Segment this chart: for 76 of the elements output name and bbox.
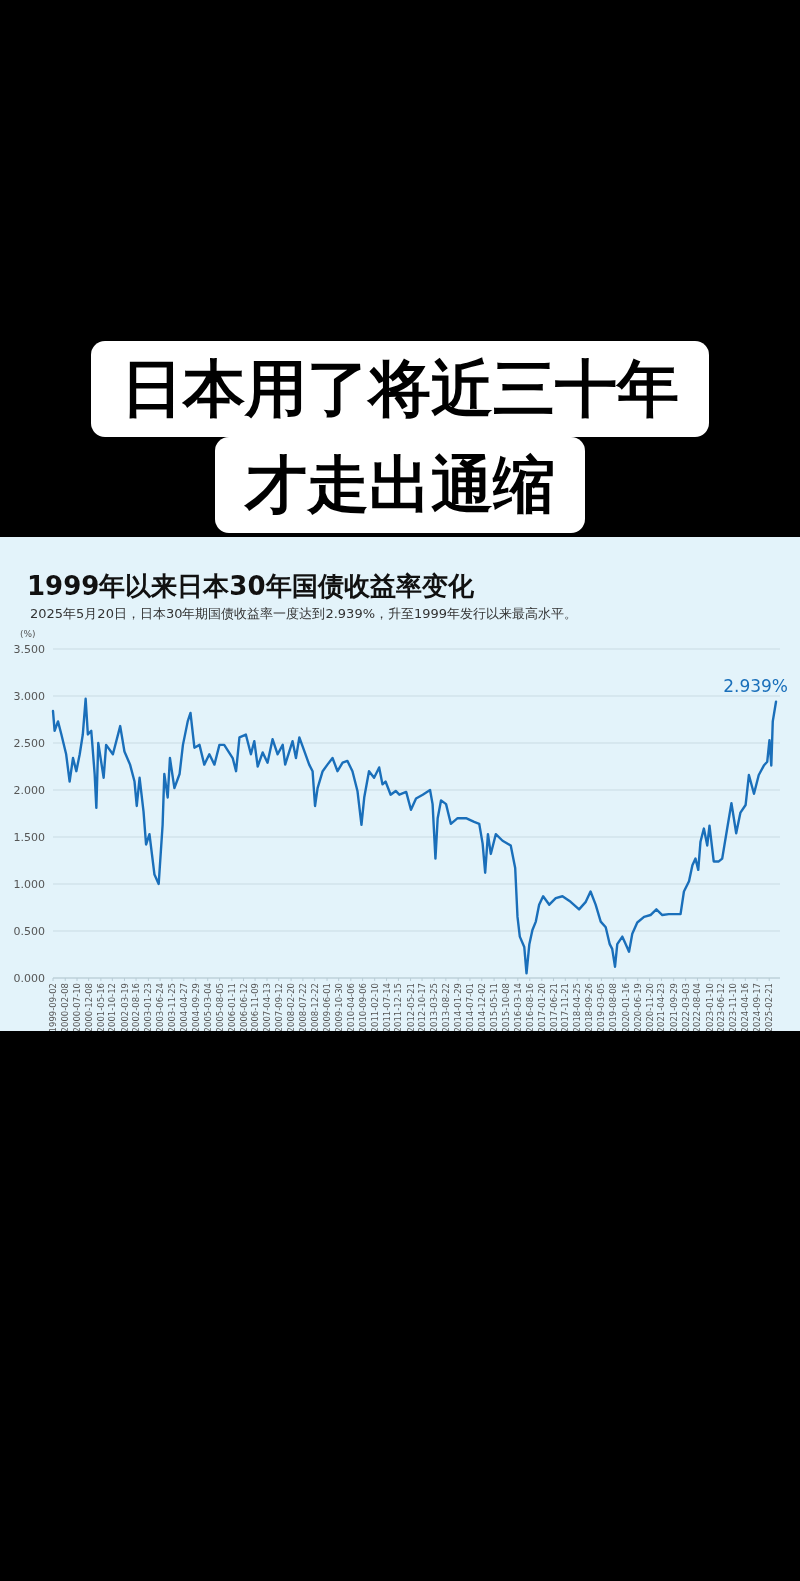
y-tick-label: 3.500 (13, 643, 45, 656)
x-tick-label: 2004-09-29 (190, 983, 201, 1033)
x-tick-label: 2011-07-14 (381, 983, 392, 1033)
x-tick-label: 2021-04-23 (656, 983, 667, 1033)
x-tick-label: 2009-10-30 (333, 983, 344, 1033)
y-tick-label: 1.500 (13, 831, 45, 844)
y-tick-label: 0.000 (13, 972, 45, 985)
x-tick-label: 2013-03-25 (429, 983, 440, 1033)
x-tick-label: 2012-05-21 (405, 983, 416, 1033)
x-tick-label: 2015-05-11 (489, 983, 500, 1033)
text: 才走出通缩 (215, 437, 585, 533)
x-tick-label: 2014-12-02 (476, 983, 487, 1033)
x-tick-label: 2006-01-11 (226, 983, 237, 1033)
x-tick-label: 2007-04-13 (262, 983, 273, 1033)
x-tick-label: 2008-02-20 (286, 983, 297, 1033)
x-tick-label: 2017-01-20 (536, 983, 547, 1033)
x-tick-label: 2014-01-29 (453, 983, 464, 1033)
x-tick-label: 2022-08-04 (692, 983, 703, 1033)
x-tick-label: 2016-03-14 (512, 983, 523, 1033)
x-tick-label: 2001-05-16 (95, 983, 106, 1033)
x-tick-label: 2000-02-08 (60, 983, 71, 1033)
y-tick-label: 2.500 (13, 737, 45, 750)
x-tick-label: 2019-03-05 (596, 983, 607, 1033)
x-tick-label: 2000-12-08 (83, 983, 94, 1033)
x-tick-label: 2007-09-12 (273, 983, 284, 1033)
x-tick-label: 2020-06-19 (632, 983, 643, 1033)
text: 日本用了将近三十年 (91, 341, 709, 437)
x-tick-label: 2012-10-17 (417, 983, 428, 1033)
y-tick-label: 1.000 (13, 878, 45, 891)
x-tick-label: 2017-11-21 (560, 983, 571, 1033)
annotation: 2.939% (723, 675, 788, 696)
x-tick-label: 2017-06-21 (548, 983, 559, 1033)
x-tick-label: 2015-10-08 (500, 983, 511, 1033)
x-tick-label: 2023-06-12 (716, 983, 727, 1033)
x-tick-label: 2005-08-05 (214, 983, 225, 1033)
x-tick-label: 2002-08-16 (131, 983, 142, 1033)
x-tick-label: 2008-07-22 (297, 983, 308, 1033)
chart-title: 1999年以来日本30年国债收益率变化 (27, 571, 475, 601)
x-tick-label: 2004-04-27 (178, 983, 189, 1033)
y-axis-title: (%) (20, 629, 36, 639)
x-tick-label: 2003-06-24 (155, 983, 166, 1033)
x-tick-label: 2018-04-25 (572, 983, 583, 1033)
x-tick-label: 2011-12-15 (393, 983, 404, 1033)
x-tick-label: 2010-04-06 (345, 983, 356, 1033)
x-tick-label: 2024-09-17 (752, 983, 763, 1033)
x-tick-label: 2016-08-16 (524, 983, 535, 1033)
chart-subtitle: 2025年5月20日，日本30年期国债收益率一度达到2.939%，升至1999年发行以来最高水平。 (30, 606, 578, 621)
y-tick-label: 2.000 (13, 784, 45, 797)
x-tick-label: 2002-03-19 (119, 983, 130, 1033)
x-tick-label: 2005-03-04 (202, 983, 213, 1033)
x-tick-label: 2006-11-09 (250, 983, 261, 1033)
line-series (51, 697, 778, 975)
x-tick-label: 2020-11-20 (644, 983, 655, 1033)
x-tick-label: 2009-06-01 (322, 983, 333, 1033)
x-tick-label: 2008-12-22 (309, 983, 320, 1033)
x-tick-label: 2013-08-22 (440, 983, 451, 1033)
y-tick-label: 3.000 (13, 690, 45, 703)
x-tick-label: 2020-01-16 (620, 983, 631, 1033)
x-tick-label: 2019-08-08 (608, 983, 619, 1033)
x-tick-label: 2010-09-06 (357, 983, 368, 1033)
x-tick-label: 2006-06-12 (238, 983, 249, 1033)
x-tick-label: 2001-10-12 (107, 983, 118, 1033)
x-tick-label: 2021-09-29 (668, 983, 679, 1033)
x-tick-label: 2024-04-16 (740, 983, 751, 1033)
x-tick-label: 2022-03-03 (680, 983, 691, 1033)
y-tick-label: 0.500 (13, 925, 45, 938)
x-tick-label: 2023-11-10 (728, 983, 739, 1033)
x-tick-label: 2003-01-23 (143, 983, 154, 1033)
x-tick-label: 2018-09-26 (584, 983, 595, 1033)
x-tick-label: 2025-02-21 (764, 983, 775, 1033)
x-tick-label: 2000-07-10 (72, 983, 83, 1033)
x-tick-label: 2011-02-10 (369, 983, 380, 1033)
x-tick-label: 2023-01-10 (704, 983, 715, 1033)
x-tick-label: 2014-07-01 (464, 983, 475, 1033)
x-tick-label: 2003-11-25 (166, 983, 177, 1033)
x-tick-label: 1999-09-02 (48, 983, 58, 1033)
